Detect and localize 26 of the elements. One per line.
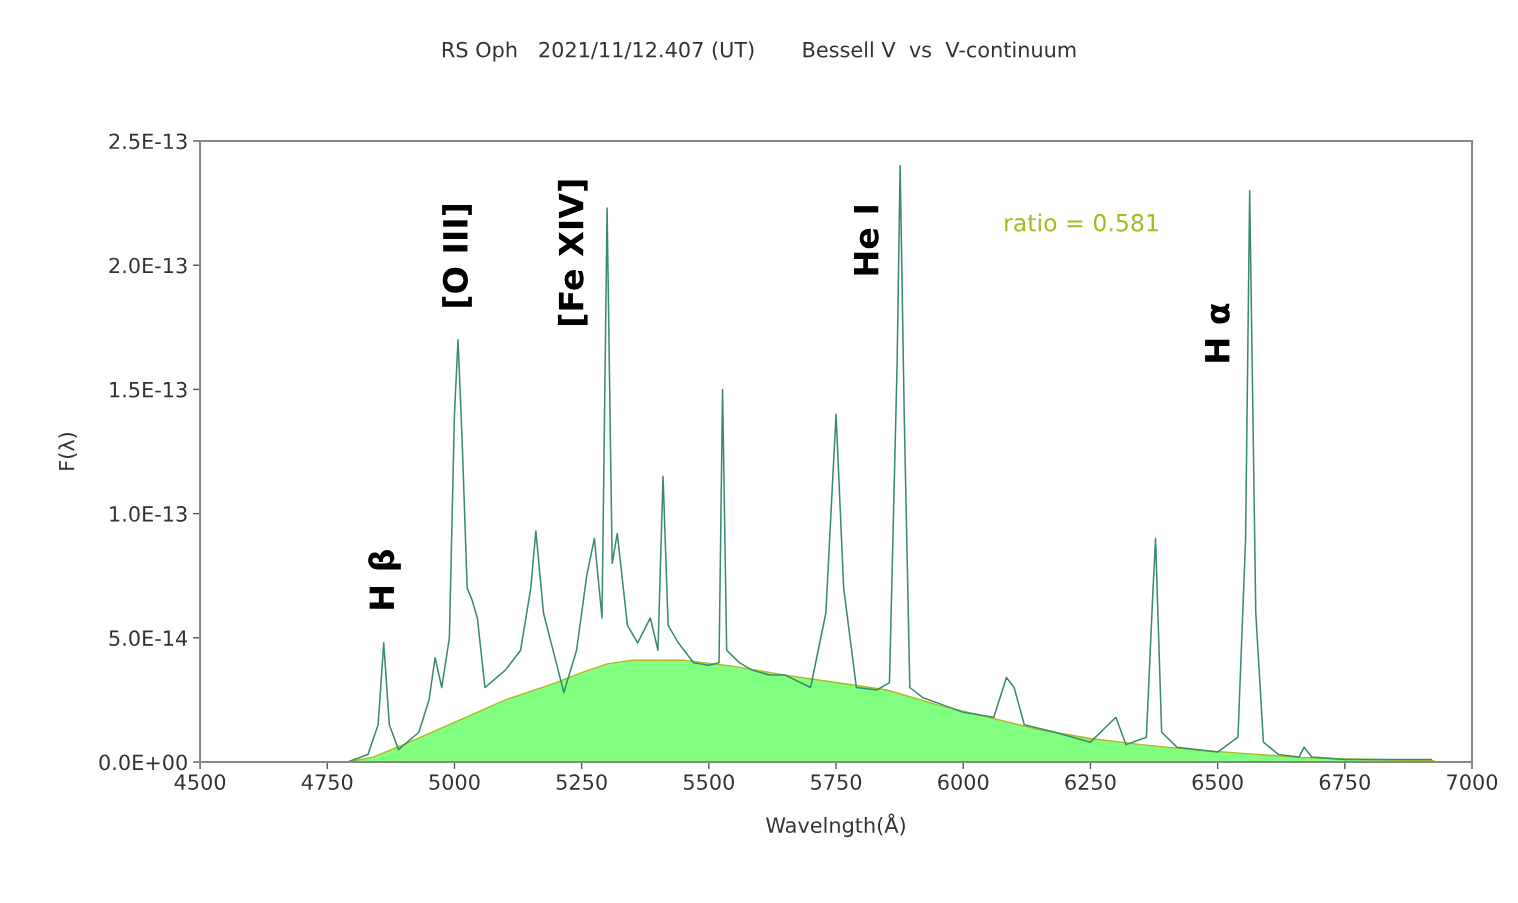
annotation: H β [368,549,401,609]
x-tick-label: 6750 [1319,774,1370,790]
x-tick-label: 6250 [1065,774,1116,790]
x-tick-label: 5750 [811,774,862,790]
y-tick-label: 2.5E-13 [109,133,187,150]
x-tick-label: 6000 [938,774,989,790]
annotation: ratio = 0.581 [1005,213,1158,232]
annotation: [O III] [442,204,472,307]
y-axis-title: F(λ) [58,433,77,470]
y-tick-label: 2.0E-13 [109,257,187,274]
annotation: He I [854,206,879,275]
x-tick-label: 6500 [1192,774,1243,790]
x-axis-title: Wavelngth(Å) [766,813,905,838]
x-tick-label: 5500 [683,774,734,790]
chart-title: RS Oph 2021/11/12.407 (UT) Bessell V vs V-continuum [442,41,1076,62]
x-tick-label: 5000 [429,774,480,790]
y-tick-label: 1.0E-13 [110,506,187,522]
annotation: H α [1205,303,1230,362]
x-tick-label: 5250 [556,774,607,790]
y-tick-label: 5.0E-14 [109,630,188,647]
y-tick-label: 1.5E-13 [110,381,187,398]
y-tick-label: 0.0E+00 [99,754,187,771]
x-tick-label: 4500 [174,774,226,790]
annotation: [Fe XIV] [557,180,588,325]
x-tick-label: 7000 [1447,774,1498,790]
x-tick-label: 4750 [301,774,353,790]
